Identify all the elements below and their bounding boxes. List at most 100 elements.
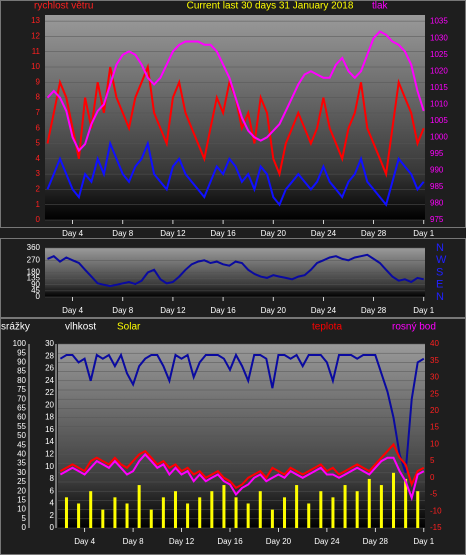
y3-tick-label: 6 (50, 486, 55, 495)
x-tick-label: Day 12 (160, 306, 186, 315)
y-tick-label: 8 (36, 93, 41, 102)
y-tick-label: 10 (31, 62, 40, 71)
y2-tick-label: -15 (430, 523, 442, 532)
y3-tick-label: 12 (45, 450, 54, 459)
y-tick-label: 0 (36, 292, 41, 301)
bar (89, 491, 93, 528)
y-tick-label: 85 (17, 367, 26, 376)
y-tick-label: 270 (27, 255, 41, 264)
chart-title: Current last 30 days 31 January 2018 (187, 1, 354, 12)
bar (137, 485, 141, 528)
bar (307, 503, 311, 528)
y-tick-label: 100 (13, 339, 27, 348)
bar (295, 485, 299, 528)
x-tick-label: Day 20 (266, 537, 292, 546)
y-tick-label: 95 (17, 348, 26, 357)
x-tick-label: Day 24 (314, 537, 340, 546)
y2-tick-label: 975 (430, 215, 444, 224)
plot-area (45, 15, 425, 220)
y-tick-label: 5 (22, 514, 27, 523)
y2-tick-label: 1020 (430, 66, 448, 75)
y-tick-label: 50 (17, 431, 26, 440)
series-line (46, 140, 425, 207)
axis-label: srážky (1, 322, 30, 333)
x-tick-label: Day 8 (112, 229, 133, 238)
bar (64, 497, 68, 528)
x-tick-label: Day 8 (112, 306, 133, 315)
y3-tick-label: 4 (50, 499, 55, 508)
y-tick-label: 10 (17, 505, 26, 514)
y2-axis-label: tlak (372, 1, 389, 12)
x-tick-label: Day 16 (217, 537, 243, 546)
y3-tick-label: 2 (50, 511, 55, 520)
y-tick-label: 40 (17, 450, 26, 459)
x-tick-label: Day 12 (160, 229, 186, 238)
bar (416, 491, 420, 528)
y-axis-label: rychlost větru (34, 1, 93, 12)
y-tick-label: 7 (36, 108, 41, 117)
y2-tick-label: E (436, 279, 443, 291)
y-tick-label: 75 (17, 385, 26, 394)
y2-tick-label: 990 (430, 166, 444, 175)
y2-tick-label: 1015 (430, 83, 448, 92)
x-tick-label: Day 1 (413, 537, 434, 546)
y2-tick-label: 25 (430, 389, 439, 398)
bar (234, 497, 238, 528)
y-tick-label: 20 (17, 486, 26, 495)
legend-entry: vlhkost (65, 322, 96, 333)
series-line (47, 253, 424, 288)
y2-tick-label: 995 (430, 149, 444, 158)
y-tick-label: 4 (36, 154, 41, 163)
bar (222, 485, 226, 528)
y3-tick-label: 18 (45, 413, 54, 422)
y2-tick-label: 1005 (430, 116, 448, 125)
y-tick-label: 5 (36, 139, 41, 148)
y2-tick-label: -10 (430, 506, 442, 515)
bar (319, 491, 323, 528)
y-tick-label: 65 (17, 404, 26, 413)
y-tick-label: 135 (27, 274, 41, 283)
y2-tick-label: 5 (430, 456, 435, 465)
y3-tick-label: 26 (45, 364, 54, 373)
bar (258, 491, 262, 528)
y-tick-label: 3 (36, 169, 41, 178)
x-tick-label: Day 4 (74, 537, 95, 546)
bar (113, 497, 117, 528)
y2-tick-label: W (436, 254, 447, 266)
y3-tick-label: 30 (45, 339, 54, 348)
y-tick-label: 45 (17, 440, 26, 449)
bar (367, 478, 371, 528)
y-tick-label: 1 (36, 200, 41, 209)
series-line (46, 30, 425, 153)
y-tick-label: 90 (17, 358, 26, 367)
x-tick-label: Day 24 (311, 306, 337, 315)
bar (355, 491, 359, 528)
legend-entry: rosný bod (392, 322, 436, 333)
x-tick-label: Day 12 (169, 537, 195, 546)
y-tick-label: 60 (17, 413, 26, 422)
y3-tick-label: 20 (45, 400, 54, 409)
bar (379, 485, 383, 528)
y3-tick-label: 28 (45, 351, 54, 360)
x-tick-label: Day 16 (210, 306, 236, 315)
y-tick-label: 30 (17, 468, 26, 477)
y-tick-label: 360 (27, 243, 41, 252)
bar (161, 497, 165, 528)
bar (343, 485, 347, 528)
y2-tick-label: 30 (430, 373, 439, 382)
y2-tick-label: S (436, 266, 443, 278)
y-tick-label: 0 (22, 523, 27, 532)
y2-tick-label: -5 (430, 490, 438, 499)
y-tick-label: 25 (17, 477, 26, 486)
bar (210, 491, 214, 528)
legend-entry: teplota (312, 322, 342, 333)
series-line (59, 442, 425, 490)
bar (198, 497, 202, 528)
y2-tick-label: N (436, 291, 444, 303)
y2-tick-label: 1010 (430, 99, 448, 108)
y2-tick-label: 1035 (430, 17, 448, 26)
y-tick-label: 55 (17, 422, 26, 431)
y-tick-label: 12 (31, 32, 40, 41)
y3-tick-label: 16 (45, 425, 54, 434)
